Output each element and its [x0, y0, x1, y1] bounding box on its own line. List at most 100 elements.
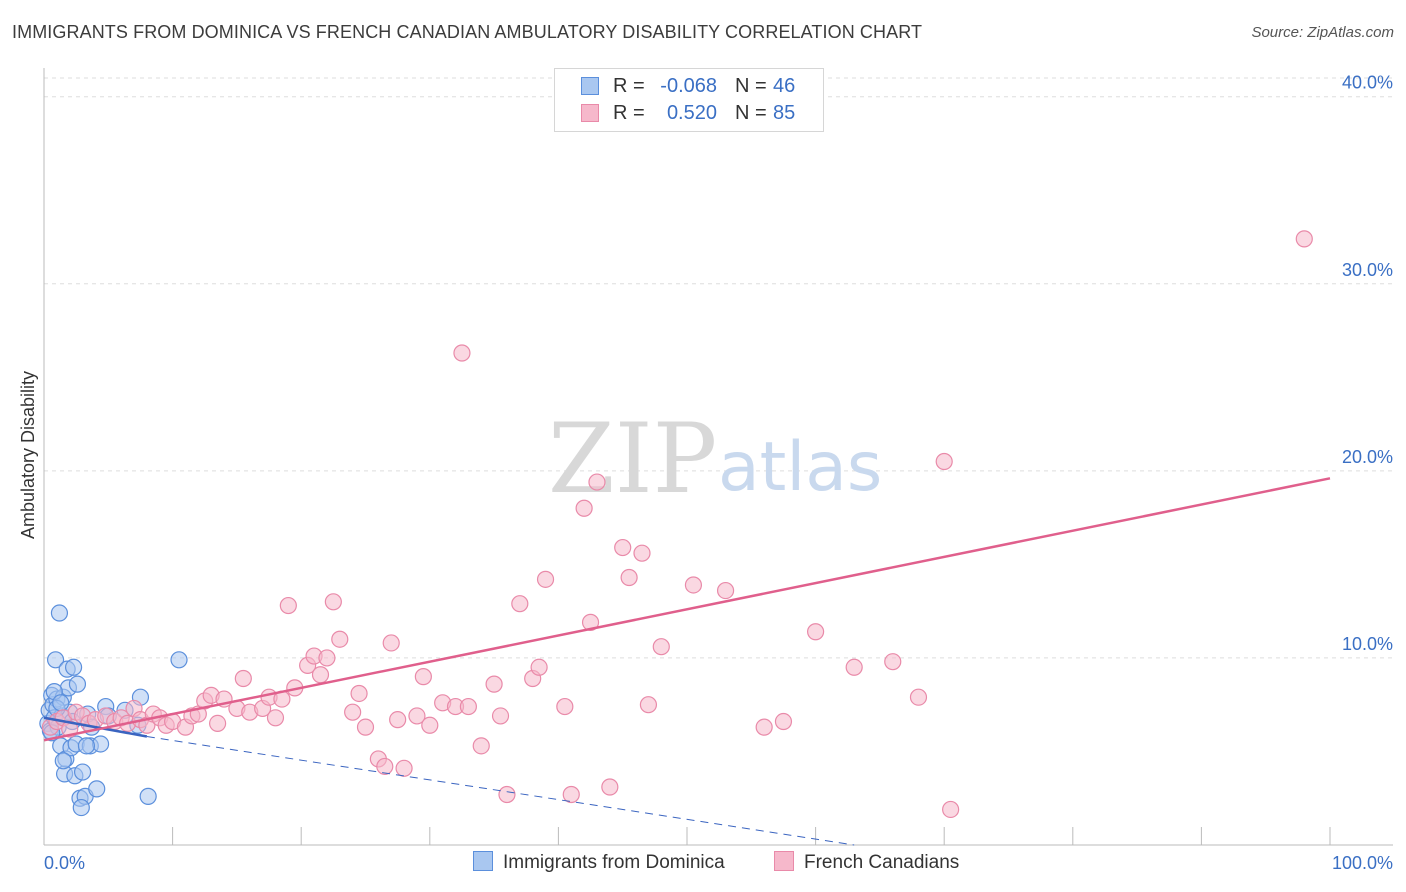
data-point-french-canadian: [588, 473, 606, 491]
data-point-french-canadian: [556, 697, 574, 716]
data-point-french-canadian: [620, 568, 638, 587]
watermark-atlas: atlas: [718, 428, 882, 507]
legend-swatch-pink: [581, 104, 599, 122]
legend-swatch-blue: [581, 77, 599, 95]
data-point-french-canadian: [408, 707, 426, 725]
legend-n-label: N =: [735, 75, 767, 97]
data-point-french-canadian: [453, 344, 471, 362]
data-point-french-canadian: [459, 697, 477, 716]
legend-n-label: N =: [735, 102, 767, 124]
data-points: [39, 230, 1313, 819]
data-point-dominica: [170, 651, 188, 669]
source-label: Source: ZipAtlas.com: [1251, 24, 1394, 41]
legend-swatch-pink: [774, 851, 794, 871]
data-point-dominica: [50, 604, 69, 622]
legend-r-value: 0.520: [666, 102, 717, 124]
data-point-french-canadian: [614, 538, 632, 557]
data-point-french-canadian: [575, 499, 593, 517]
data-point-french-canadian: [491, 707, 510, 725]
data-point-french-canadian: [324, 593, 342, 611]
watermark: ZIP atlas: [548, 403, 882, 515]
data-point-french-canadian: [652, 638, 670, 656]
data-point-french-canadian: [350, 684, 368, 703]
data-point-french-canadian: [395, 759, 413, 777]
data-point-french-canadian: [414, 668, 432, 686]
data-point-french-canadian: [389, 711, 407, 729]
data-point-french-canadian: [209, 714, 227, 733]
data-point-french-canadian: [279, 596, 297, 615]
data-point-french-canadian: [755, 718, 773, 736]
series-name: French Canadians: [804, 852, 960, 873]
data-point-french-canadian: [935, 452, 953, 471]
legend-r-value: -0.068: [660, 75, 717, 97]
data-point-french-canadian: [806, 623, 825, 641]
data-point-dominica: [139, 787, 157, 805]
y-axis-label: Ambulatory Disability: [18, 371, 38, 539]
legend-n-value: 46: [773, 75, 796, 97]
data-point-dominica: [88, 780, 106, 798]
data-point-dominica: [91, 735, 110, 753]
legend-swatch-blue: [473, 851, 493, 871]
grid-lines: [44, 77, 1393, 659]
data-point-dominica: [54, 752, 72, 770]
data-point-french-canadian: [472, 737, 490, 755]
data-point-french-canadian: [376, 757, 394, 776]
chart-title: IMMIGRANTS FROM DOMINICA VS FRENCH CANAD…: [12, 22, 923, 42]
watermark-zip: ZIP: [548, 403, 717, 515]
legend-r-label: R =: [613, 102, 645, 124]
trend-line-french-canadian: [43, 477, 1331, 742]
data-point-french-canadian: [311, 666, 330, 684]
data-point-french-canadian: [884, 653, 902, 671]
data-point-dominica: [72, 798, 90, 817]
data-point-french-canadian: [909, 688, 928, 706]
data-point-dominica: [68, 675, 87, 693]
data-point-french-canadian: [633, 544, 651, 562]
data-point-french-canadian: [234, 669, 252, 688]
series-legend-dominica: Immigrants from Dominica: [473, 851, 725, 874]
trend-line-dominica-extension: [146, 736, 855, 846]
data-point-french-canadian: [639, 696, 658, 714]
data-point-french-canadian: [601, 778, 619, 796]
data-point-french-canadian: [331, 630, 349, 648]
data-point-french-canadian: [1295, 230, 1313, 248]
x-tick-label: 100.0%: [1332, 853, 1393, 873]
data-point-dominica: [77, 737, 96, 755]
data-point-dominica: [52, 694, 70, 712]
data-point-dominica: [73, 763, 92, 781]
trend-lines: [43, 477, 1331, 846]
series-name: Immigrants from Dominica: [503, 852, 725, 873]
y-tick-label: 20.0%: [1342, 447, 1393, 467]
data-point-french-canadian: [530, 658, 548, 676]
data-point-french-canadian: [581, 613, 600, 631]
data-point-french-canadian: [716, 581, 735, 600]
series-legend-french-canadians: French Canadians: [774, 851, 959, 874]
data-point-french-canadian: [845, 658, 863, 676]
data-point-french-canadian: [536, 570, 555, 588]
data-point-french-canadian: [382, 634, 400, 652]
data-point-french-canadian: [942, 800, 960, 819]
tick-labels: 10.0% 20.0% 30.0% 40.0% 0.0% 100.0%: [44, 73, 1393, 873]
data-point-french-canadian: [344, 703, 362, 721]
data-point-french-canadian: [511, 595, 529, 613]
data-point-french-canadian: [498, 785, 516, 804]
data-point-french-canadian: [266, 709, 285, 727]
axes: [43, 68, 1393, 846]
correlation-legend: R = -0.068 N = 46 R = 0.520 N = 85: [554, 68, 824, 132]
data-point-french-canadian: [318, 649, 336, 667]
data-point-french-canadian: [485, 675, 503, 693]
y-tick-label: 40.0%: [1342, 73, 1393, 93]
data-point-dominica: [64, 658, 83, 676]
data-point-french-canadian: [684, 576, 703, 594]
data-point-french-canadian: [562, 785, 580, 804]
legend-r-label: R =: [613, 75, 645, 97]
data-point-french-canadian: [421, 716, 439, 734]
trend-line-dominica: [43, 716, 148, 738]
legend-n-value: 85: [773, 102, 796, 124]
x-tick-label: 0.0%: [44, 853, 85, 873]
data-point-dominica: [46, 651, 65, 669]
y-tick-label: 10.0%: [1342, 634, 1393, 654]
y-tick-label: 30.0%: [1342, 260, 1393, 280]
data-point-french-canadian: [356, 718, 375, 736]
data-point-french-canadian: [774, 712, 793, 731]
